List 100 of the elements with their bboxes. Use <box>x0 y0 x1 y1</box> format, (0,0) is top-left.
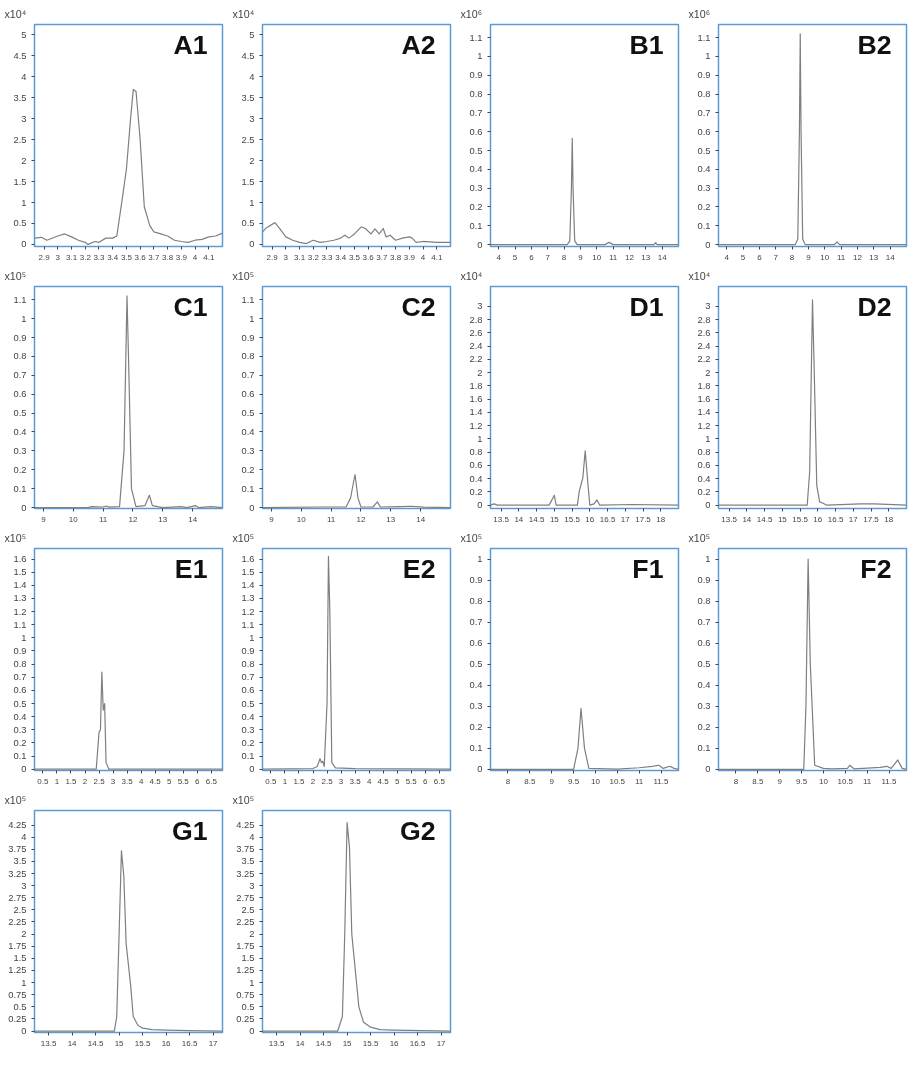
x-tick-label: 1.5 <box>293 776 306 786</box>
y-tick-label: 0.4 <box>241 426 255 437</box>
x-tick-label: 2 <box>310 776 316 786</box>
y-tick-label: 0.6 <box>697 460 711 471</box>
x-tick-label: 13 <box>386 514 396 524</box>
x-tick-label: 8 <box>561 252 567 262</box>
chart-title: D2 <box>857 292 892 323</box>
x-tick-label: 3.8 <box>390 252 402 262</box>
x-tick-label: 9.5 <box>796 776 808 786</box>
y-tick-label: 1.3 <box>241 593 255 604</box>
y-tick-label: 0.6 <box>469 460 483 471</box>
chart-title: C1 <box>173 292 208 323</box>
y-tick-label: 2.8 <box>469 314 483 325</box>
x-tick-label: 3 <box>110 776 116 786</box>
y-tick-label: 4 <box>21 832 27 843</box>
x-tick-label: 1 <box>54 776 60 786</box>
y-tick-label: 1.4 <box>697 407 711 418</box>
y-tick-label: 0.9 <box>697 575 711 586</box>
x-tick-label: 13 <box>158 514 168 524</box>
y-tick-label: 0.9 <box>241 645 255 656</box>
x-tick-label: 4 <box>138 776 144 786</box>
x-tick-label: 16.5 <box>599 514 616 524</box>
y-tick-label: 3.75 <box>236 844 255 855</box>
x-tick-label: 3.1 <box>293 252 306 262</box>
y-tick-label: 0.6 <box>13 685 27 696</box>
y-tick-label: 0 <box>249 502 255 513</box>
x-tick-label: 14 <box>416 514 426 524</box>
y-tick-label: 1 <box>21 632 27 643</box>
y-tick-label: 1.6 <box>241 554 255 565</box>
y-tick-label: 0 <box>477 764 483 775</box>
y-tick-label: 0.8 <box>697 447 711 458</box>
y-tick-label: 0.1 <box>241 483 255 494</box>
y-tick-label: 0.4 <box>469 680 483 691</box>
x-tick-label: 9.5 <box>568 776 580 786</box>
y-tick-label: 0.3 <box>241 445 255 456</box>
y-tick-label: 0 <box>477 239 483 250</box>
y-axis-title: x10⁵ <box>232 793 255 806</box>
x-tick-label: 13.5 <box>493 514 510 524</box>
x-tick-label: 6 <box>423 776 429 786</box>
y-tick-label: 0.9 <box>13 645 27 656</box>
x-tick-label: 3.2 <box>79 252 92 262</box>
y-tick-label: 0.8 <box>697 596 711 607</box>
x-tick-label: 4 <box>724 252 730 262</box>
y-tick-label: 0.6 <box>469 126 483 137</box>
x-tick-label: 17.5 <box>635 514 652 524</box>
x-tick-label: 3 <box>55 252 61 262</box>
x-tick-label: 16.5 <box>827 514 844 524</box>
y-tick-label: 2.4 <box>469 341 483 352</box>
x-tick-label: 12 <box>853 252 863 262</box>
y-tick-label: 1.3 <box>13 593 27 604</box>
x-tick-label: 4 <box>496 252 502 262</box>
x-tick-label: 9 <box>269 514 275 524</box>
x-tick-label: 15.5 <box>564 514 581 524</box>
y-tick-label: 1.25 <box>8 965 27 976</box>
x-tick-label: 14 <box>657 252 668 262</box>
y-tick-label: 2 <box>249 929 255 940</box>
x-tick-label: 6.5 <box>433 776 446 786</box>
y-tick-label: 0.3 <box>697 183 711 194</box>
y-tick-label: 3 <box>705 301 711 312</box>
y-tick-label: 1 <box>21 977 27 988</box>
y-axis-title: x10⁵ <box>4 269 27 282</box>
y-tick-label: 4 <box>249 71 255 82</box>
y-tick-label: 0.6 <box>697 638 711 649</box>
x-tick-label: 7 <box>773 252 779 262</box>
y-axis-title: x10⁵ <box>4 531 27 544</box>
y-tick-label: 0.3 <box>13 445 27 456</box>
y-tick-label: 1.2 <box>697 420 711 431</box>
x-tick-label: 12 <box>356 514 366 524</box>
x-tick-label: 2.5 <box>321 776 334 786</box>
y-tick-label: 1 <box>705 433 711 444</box>
y-tick-label: 1 <box>477 51 483 62</box>
x-tick-label: 1.5 <box>65 776 78 786</box>
y-tick-label: 0.9 <box>469 70 483 81</box>
x-tick-label: 11 <box>863 776 872 786</box>
x-tick-label: 17 <box>436 1038 447 1048</box>
y-tick-label: 0.1 <box>13 751 27 762</box>
y-tick-label: 2 <box>21 155 27 166</box>
y-tick-label: 1 <box>249 977 255 988</box>
x-tick-label: 4 <box>366 776 372 786</box>
y-tick-label: 2.25 <box>236 916 255 927</box>
y-tick-label: 0 <box>21 502 27 513</box>
y-tick-label: 3 <box>477 301 483 312</box>
chart-title: F2 <box>860 554 892 585</box>
y-tick-label: 1.6 <box>469 394 483 405</box>
chart-title: B1 <box>629 30 664 61</box>
x-tick-label: 5.5 <box>177 776 190 786</box>
x-tick-label: 3.5 <box>348 252 361 262</box>
x-tick-label: 10 <box>590 776 601 786</box>
y-tick-label: 0.4 <box>13 426 27 437</box>
x-tick-label: 11.5 <box>881 776 898 786</box>
x-tick-label: 12 <box>625 252 635 262</box>
y-axis-title: x10⁵ <box>688 531 711 544</box>
y-tick-label: 1.5 <box>13 176 27 187</box>
y-tick-label: 0.7 <box>13 370 27 381</box>
y-tick-label: 0.7 <box>469 107 483 118</box>
x-tick-label: 13 <box>641 252 651 262</box>
x-tick-label: 8.5 <box>752 776 764 786</box>
y-tick-label: 4 <box>21 71 27 82</box>
y-tick-label: 3.5 <box>13 856 27 867</box>
x-tick-label: 14.5 <box>87 1038 104 1048</box>
